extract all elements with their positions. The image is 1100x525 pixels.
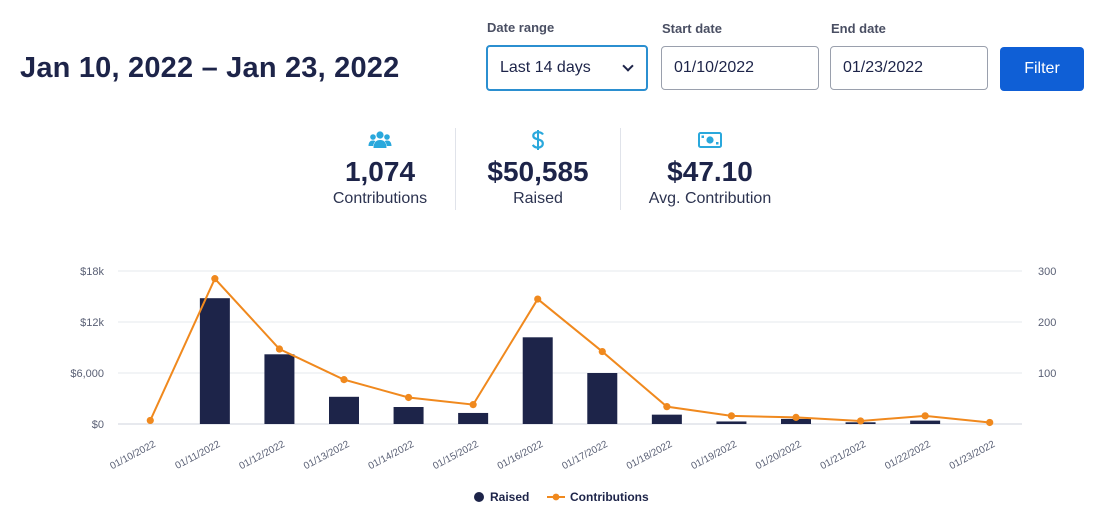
x-axis-tick-label: 01/18/2022	[625, 439, 675, 472]
legend-contributions-marker	[552, 493, 560, 501]
right-axis-tick-label: 300	[1038, 266, 1056, 278]
bar-raised	[264, 354, 295, 424]
line-contributions	[149, 276, 990, 424]
point-contributions	[921, 412, 929, 420]
date-range-value: Last 14 days	[500, 59, 591, 76]
x-axis-tick-label: 01/10/2022	[108, 439, 158, 472]
average-caption: Avg. Contribution	[648, 190, 772, 207]
point-contributions	[146, 416, 154, 425]
stat-divider	[620, 128, 621, 210]
x-axis-tick-label: 01/22/2022	[883, 439, 933, 472]
average-value: $47.10	[667, 156, 753, 187]
start-date-label: Start date	[662, 21, 722, 36]
start-date-value: 01/10/2022	[674, 59, 755, 76]
x-axis-tick-label: 01/14/2022	[367, 439, 417, 472]
raised-value: $50,585	[487, 156, 589, 187]
date-range-select[interactable]: Last 14 days	[486, 45, 648, 91]
stat-divider	[455, 128, 456, 210]
x-axis-tick-label: 01/17/2022	[560, 439, 610, 472]
point-contributions	[986, 418, 994, 427]
end-date-input[interactable]: 01/23/2022	[830, 46, 988, 90]
date-range-label: Date range	[487, 20, 555, 35]
point-contributions	[856, 417, 865, 425]
raised-contributions-chart: $0 $6,000 $12k $18k 100 200 300 01/10/2022 01/11…	[70, 266, 1056, 504]
left-axis-tick-label: $6,000	[70, 368, 104, 380]
x-axis-tick-label: 01/11/2022	[174, 439, 223, 472]
bar-raised	[651, 414, 682, 424]
right-axis-tick-label: 200	[1038, 317, 1056, 329]
end-date-value: 01/23/2022	[843, 59, 924, 76]
point-contributions	[340, 376, 348, 384]
start-date-input[interactable]: 01/10/2022	[661, 46, 819, 90]
page-title: Jan 10, 2022 – Jan 23, 2022	[20, 52, 400, 84]
point-contributions	[211, 275, 219, 283]
contributions-value: 1,074	[344, 156, 416, 187]
chevron-down-icon	[622, 60, 634, 72]
bar-raised	[910, 420, 941, 424]
stat-raised: $50,585 Raised	[456, 128, 620, 212]
x-axis-tick-label: 01/16/2022	[496, 439, 546, 472]
point-contributions	[275, 345, 284, 353]
right-axis-tick-label: 100	[1038, 368, 1056, 380]
bar-raised	[522, 337, 553, 424]
stats-summary: 1,074 Contributions $50,585 Raised $47.1…	[305, 128, 799, 212]
x-axis-tick-label: 01/20/2022	[754, 439, 804, 472]
bar-raised	[716, 421, 747, 424]
cash-icon	[698, 128, 722, 152]
legend-contributions-label: Contributions	[570, 490, 649, 504]
end-date-label: End date	[831, 21, 886, 36]
bar-raised	[458, 412, 489, 424]
bar-raised	[393, 407, 424, 424]
x-axis-tick-label: 01/19/2022	[689, 439, 739, 472]
stat-average: $47.10 Avg. Contribution	[621, 128, 799, 212]
legend-raised-marker	[474, 492, 484, 502]
point-contributions	[404, 393, 413, 402]
dollar-icon	[531, 128, 545, 152]
x-axis-tick-label: 01/21/2022	[819, 439, 869, 472]
bar-raised	[199, 298, 230, 424]
point-contributions	[469, 401, 477, 409]
filter-button[interactable]: Filter	[1000, 47, 1084, 91]
x-axis-tick-label: 01/23/2022	[948, 439, 998, 472]
bar-raised	[781, 418, 811, 424]
legend-raised-label: Raised	[490, 490, 529, 504]
left-axis-tick-label: $12k	[80, 317, 104, 329]
point-contributions	[663, 403, 671, 411]
bar-raised	[329, 396, 359, 424]
x-axis-tick-label: 01/15/2022	[431, 439, 481, 472]
point-contributions	[727, 412, 736, 420]
bar-raised	[587, 373, 618, 424]
users-icon	[368, 128, 392, 152]
point-contributions	[534, 295, 542, 303]
stat-contributions: 1,074 Contributions	[305, 128, 455, 212]
x-axis-tick-label: 01/13/2022	[302, 439, 352, 472]
left-axis-tick-label: $0	[92, 419, 104, 431]
raised-caption: Raised	[513, 190, 563, 207]
point-contributions	[598, 347, 606, 356]
point-contributions	[792, 413, 800, 421]
x-axis-tick-label: 01/12/2022	[237, 439, 287, 472]
contributions-caption: Contributions	[332, 190, 428, 207]
left-axis-tick-label: $18k	[80, 266, 104, 278]
